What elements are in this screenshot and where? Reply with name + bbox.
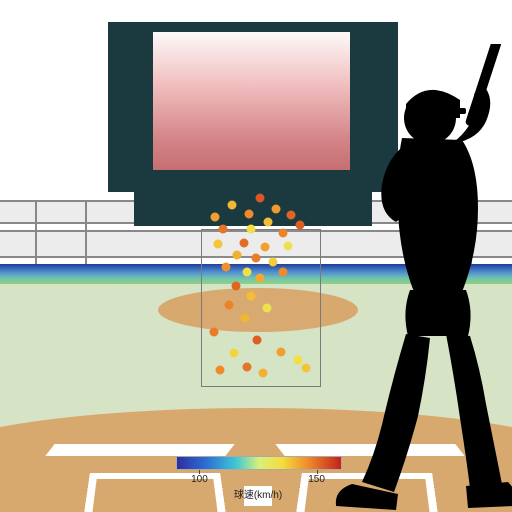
scoreboard-screen [153, 32, 350, 170]
pitch-point [263, 304, 272, 313]
colorbar-gradient [176, 456, 342, 470]
pitch-point [243, 363, 252, 372]
colorbar-tick-label: 150 [308, 474, 325, 485]
pitch-point [219, 225, 228, 234]
pitch-point [253, 336, 262, 345]
pitch-point [269, 258, 278, 267]
pitch-point [279, 268, 288, 277]
colorbar-label: 球速(km/h) [176, 486, 340, 501]
pitch-point [261, 243, 270, 252]
pitch-point [256, 194, 265, 203]
pitch-point [225, 301, 234, 310]
pitch-point [247, 225, 256, 234]
pitch-point [252, 254, 261, 263]
pitch-point [256, 274, 265, 283]
pitch-point [259, 369, 268, 378]
pitch-point [228, 201, 237, 210]
foul-line [45, 444, 234, 456]
pitch-point [277, 348, 286, 357]
pitch-point [247, 292, 256, 301]
pitch-point [302, 364, 311, 373]
foul-line [275, 444, 464, 456]
colorbar-tick-label: 100 [191, 474, 208, 485]
pitch-point [222, 263, 231, 272]
pitch-point [264, 218, 273, 227]
bleacher-divider [85, 200, 87, 266]
pitch-point [245, 210, 254, 219]
pitch-point [211, 213, 220, 222]
pitch-point [241, 314, 250, 323]
pitch-point [233, 251, 242, 260]
pitch-point [296, 221, 305, 230]
pitch-point [214, 240, 223, 249]
pitch-point [294, 356, 303, 365]
pitch-point [216, 366, 225, 375]
bleacher-divider [470, 200, 472, 266]
pitch-point [210, 328, 219, 337]
pitch-point [240, 239, 249, 248]
pitch-point [272, 205, 281, 214]
pitch-point [232, 282, 241, 291]
bleacher-divider [35, 200, 37, 266]
bleacher-divider [420, 200, 422, 266]
pitch-point [230, 349, 239, 358]
velocity-colorbar: 球速(km/h) 100150 [176, 456, 340, 496]
pitch-point [284, 242, 293, 251]
pitch-point [279, 229, 288, 238]
pitch-point [243, 268, 252, 277]
pitch-location-chart: 球速(km/h) 100 150 [0, 0, 512, 512]
pitch-point [287, 211, 296, 220]
